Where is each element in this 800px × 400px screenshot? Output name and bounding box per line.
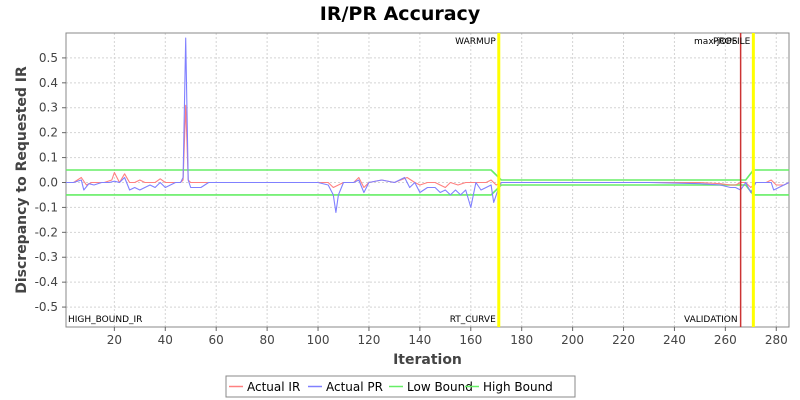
x-tick-label: 200 (561, 333, 584, 347)
y-tick-label: 0.1 (39, 151, 58, 165)
x-tick-label: 100 (307, 333, 330, 347)
y-tick-label: -0.2 (35, 225, 58, 239)
y-axis-label: Discrepancy to Requested IR (14, 66, 30, 294)
marker-bottom-label: VALIDATION (684, 315, 738, 325)
chart-title: IR/PR Accuracy (320, 3, 481, 25)
x-axis-label: Iteration (393, 352, 462, 368)
x-tick-label: 80 (259, 333, 274, 347)
legend-label: Low Bound (407, 380, 473, 394)
y-tick-label: -0.1 (35, 200, 58, 214)
x-tick-label: 240 (663, 333, 686, 347)
x-tick-label: 20 (107, 333, 122, 347)
y-tick-label: 0.0 (39, 175, 58, 189)
x-tick-label: 220 (612, 333, 635, 347)
marker-top-label: PROFILE (713, 37, 751, 47)
x-tick-label: 40 (158, 333, 173, 347)
corner-label: HIGH_BOUND_IR (68, 315, 142, 325)
legend-label: High Bound (483, 380, 553, 394)
y-tick-label: 0.2 (39, 126, 58, 140)
legend-label: Actual PR (326, 380, 383, 394)
y-tick-label: -0.4 (35, 275, 58, 289)
y-tick-label: -0.3 (35, 250, 58, 264)
y-tick-label: 0.3 (39, 101, 58, 115)
x-tick-label: 160 (459, 333, 482, 347)
y-tick-label: -0.5 (35, 300, 58, 314)
legend-label: Actual IR (247, 380, 300, 394)
x-tick-label: 140 (408, 333, 431, 347)
x-tick-label: 180 (510, 333, 533, 347)
x-tick-label: 260 (714, 333, 737, 347)
x-tick-label: 280 (765, 333, 788, 347)
x-tick-label: 60 (209, 333, 224, 347)
marker-bottom-label: RT_CURVE (450, 315, 496, 325)
x-tick-label: 120 (357, 333, 380, 347)
y-tick-label: 0.5 (39, 51, 58, 65)
marker-top-label: WARMUP (455, 37, 496, 47)
y-tick-label: 0.4 (39, 76, 58, 90)
